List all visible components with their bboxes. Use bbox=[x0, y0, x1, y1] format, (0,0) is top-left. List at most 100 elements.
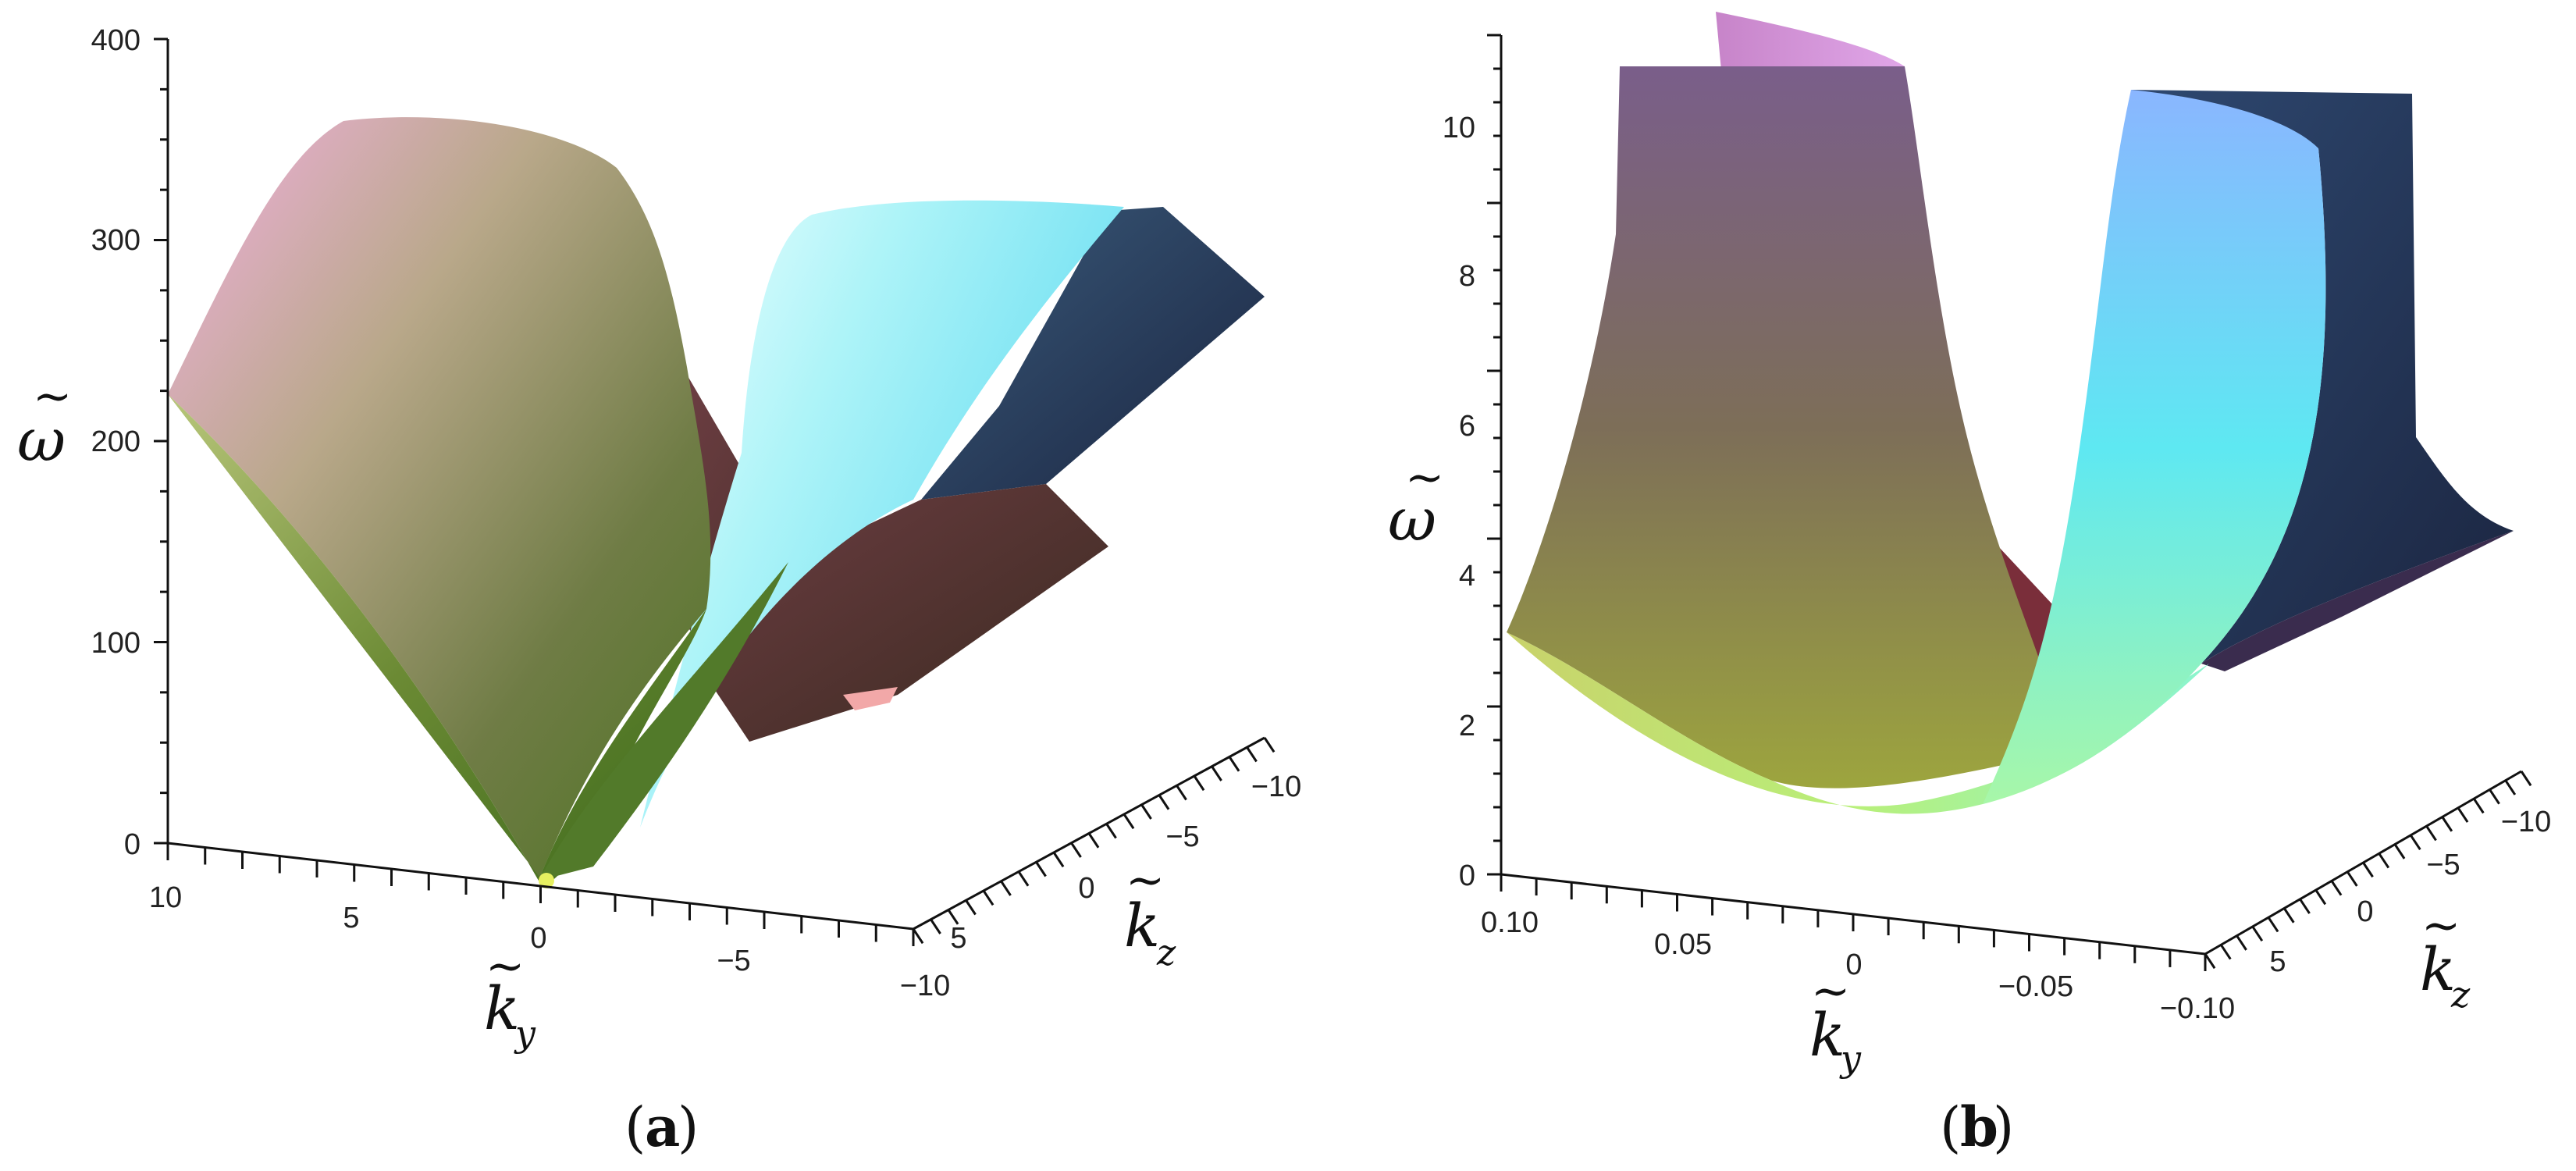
z-tick-label-a-2: 200 bbox=[91, 425, 141, 458]
kz-tick-a-16 bbox=[1193, 775, 1205, 792]
kz-tick-b-18 bbox=[2489, 788, 2500, 805]
kz-axis-label-b: ~ k z bbox=[2420, 899, 2471, 1016]
kz-tick-a-14 bbox=[1158, 794, 1170, 810]
z-label-omega-a: ω bbox=[17, 405, 66, 475]
kz-axis-label-a: ~ k z bbox=[1124, 853, 1176, 973]
kz-tick-b-15 bbox=[2441, 816, 2453, 832]
kz-tick-b-6 bbox=[2299, 898, 2311, 914]
z-tick-labels-b: 0 2 4 6 8 10 bbox=[1443, 112, 1475, 892]
kz-label-k-b: k bbox=[2420, 934, 2456, 1004]
ky-label-tilde-a: ~ bbox=[486, 939, 525, 994]
kz-tick-a-1 bbox=[930, 918, 941, 934]
z-ticks-b bbox=[1487, 34, 1501, 876]
kz-tick-b-20 bbox=[2520, 771, 2532, 787]
kz-tick-b-11 bbox=[2378, 852, 2390, 869]
ky-ticks-a bbox=[166, 843, 915, 946]
kz-tick-b-10 bbox=[2362, 862, 2374, 878]
kz-tick-label-a-1: 0 bbox=[1078, 872, 1094, 905]
kz-tick-label-a-3: −10 bbox=[1251, 771, 1301, 803]
kz-tick-b-16 bbox=[2457, 806, 2469, 823]
ky-ticks-b bbox=[1500, 874, 2207, 971]
surface-b-left-face bbox=[1507, 66, 2069, 788]
ky-label-sub-b: y bbox=[1839, 1038, 1862, 1080]
kz-tick-a-10 bbox=[1087, 832, 1100, 849]
kz-tick-a-8 bbox=[1052, 852, 1065, 868]
ky-tick-label-a-0: 10 bbox=[149, 881, 182, 914]
ky-tick-label-a-2: 0 bbox=[530, 922, 546, 955]
ky-tick-label-b-1: 0.05 bbox=[1654, 928, 1712, 961]
ky-tick-labels-b: 0.10 0.05 0 −0.05 −0.10 bbox=[1481, 906, 2235, 1025]
z-label-tilde-b: ~ bbox=[1405, 450, 1444, 505]
ky-axis-label-b: ~ k y bbox=[1809, 964, 1862, 1080]
kz-tick-a-13 bbox=[1140, 803, 1152, 820]
kz-tick-a-17 bbox=[1211, 765, 1222, 781]
kz-tick-b-1 bbox=[2219, 944, 2232, 960]
kz-tick-b-9 bbox=[2346, 870, 2358, 887]
kz-label-k-a: k bbox=[1124, 891, 1160, 960]
kz-tick-label-b-0: 5 bbox=[2269, 945, 2286, 978]
kz-ticks-b bbox=[2204, 771, 2532, 970]
kz-tick-a-7 bbox=[1035, 861, 1047, 877]
kz-tick-a-15 bbox=[1176, 785, 1187, 801]
surface-b-pink-top bbox=[1716, 12, 1905, 70]
z-tick-label-b-3: 6 bbox=[1459, 410, 1475, 443]
z-tick-label-b-2: 4 bbox=[1459, 560, 1475, 593]
z-label-omega-b: ω bbox=[1388, 485, 1436, 554]
surface-b bbox=[1507, 12, 2514, 814]
kz-tick-b-3 bbox=[2251, 926, 2264, 941]
surface-b-navy-under bbox=[2201, 531, 2514, 671]
ky-label-k-a: k bbox=[484, 973, 520, 1043]
surface-a bbox=[168, 117, 1265, 888]
z-tick-labels-a: 0 100 200 300 400 bbox=[91, 24, 141, 861]
kz-tick-label-b-3: −10 bbox=[2501, 806, 2551, 838]
surface-a-maroon bbox=[703, 484, 1108, 742]
panel-label-b-letter: b bbox=[1960, 1094, 1998, 1159]
kz-ticks-a bbox=[912, 737, 1276, 945]
z-tick-label-b-1: 2 bbox=[1459, 710, 1475, 742]
surface-b-cyan bbox=[1983, 90, 2326, 804]
surface-a-left-face bbox=[168, 117, 711, 881]
surface-a-valley bbox=[539, 562, 788, 881]
kz-tick-a-12 bbox=[1123, 813, 1135, 830]
surface-a-navy bbox=[921, 207, 1265, 500]
ky-tick-label-b-0: 0.10 bbox=[1481, 906, 1539, 939]
panel-a-plot: 0 100 200 300 400 10 5 0 −5 −10 5 0 −5 −… bbox=[17, 24, 1301, 1159]
kz-tick-label-a-0: 5 bbox=[950, 922, 966, 955]
panel-label-a: ( a ) bbox=[624, 1094, 699, 1159]
kz-tick-labels-b: 5 0 −5 −10 bbox=[2269, 806, 2551, 978]
kz-tick-label-a-2: −5 bbox=[1165, 820, 1199, 853]
kz-tick-b-5 bbox=[2282, 907, 2295, 924]
kz-tick-a-18 bbox=[1228, 756, 1240, 772]
panel-label-a-letter: a bbox=[645, 1094, 680, 1159]
kz-tick-a-0 bbox=[912, 928, 924, 945]
z-ticks-a bbox=[154, 37, 168, 845]
kz-tick-b-2 bbox=[2236, 934, 2247, 951]
kz-tick-b-14 bbox=[2425, 825, 2437, 842]
kz-tick-b-12 bbox=[2393, 843, 2406, 860]
kz-label-tilde-b: ~ bbox=[2421, 899, 2460, 953]
kz-tick-labels-a: 5 0 −5 −10 bbox=[950, 771, 1301, 955]
ky-label-tilde-b: ~ bbox=[1811, 964, 1850, 1019]
kz-label-sub-b: z bbox=[2450, 973, 2471, 1016]
ky-tick-label-b-3: −0.05 bbox=[1998, 970, 2073, 1003]
ky-tick-label-b-2: 0 bbox=[1845, 949, 1862, 981]
ky-tick-label-b-4: −0.10 bbox=[2160, 992, 2235, 1025]
axes-b bbox=[1487, 34, 2532, 971]
z-tick-label-a-1: 100 bbox=[91, 627, 141, 660]
axes-a bbox=[154, 37, 1276, 946]
surface-b-navy bbox=[2131, 90, 2514, 664]
kz-tick-a-6 bbox=[1017, 870, 1030, 887]
kz-tick-a-20 bbox=[1263, 737, 1276, 753]
panel-b-plot: 0 2 4 6 8 10 0.10 0.05 0 −0.05 −0.10 5 0… bbox=[1388, 12, 2551, 1159]
kz-tick-label-b-2: −5 bbox=[2426, 849, 2460, 881]
surface-a-pink-rim bbox=[843, 687, 898, 710]
z-tick-label-b-0: 0 bbox=[1459, 860, 1475, 892]
z-tick-label-a-0: 0 bbox=[124, 828, 141, 861]
kz-tick-b-13 bbox=[2409, 835, 2421, 850]
kz-tick-b-4 bbox=[2267, 917, 2279, 933]
z-label-tilde-a: ~ bbox=[33, 369, 72, 424]
panel-label-a-open: ( bbox=[624, 1095, 646, 1159]
kz-tick-a-2 bbox=[947, 909, 959, 925]
z-tick-label-b-4: 8 bbox=[1459, 260, 1475, 293]
